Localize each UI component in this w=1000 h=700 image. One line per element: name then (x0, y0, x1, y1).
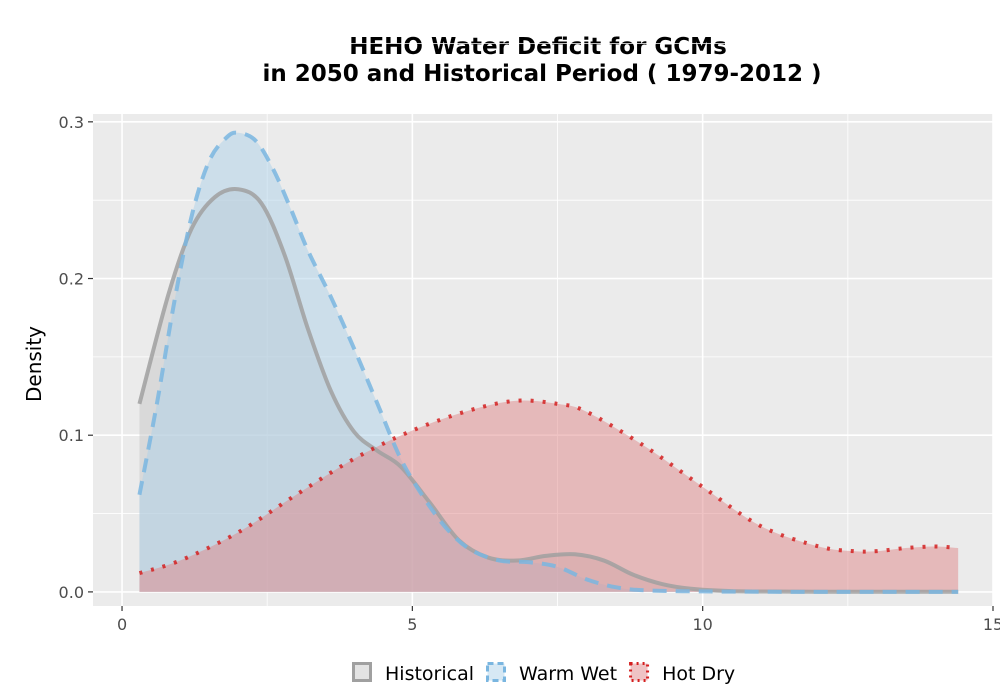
legend-key-historical (352, 662, 372, 682)
legend-key-fill-hot-dry (630, 663, 648, 681)
chart-title-line-1: HEHO Water Deficit for GCMs (349, 34, 727, 60)
x-tick-label: 0 (117, 615, 127, 634)
series-line-hot-dry (138, 398, 959, 576)
legend-label-hot-dry: Hot Dry (662, 663, 735, 685)
x-tick-label: 5 (407, 615, 417, 634)
y-tick-label: 0.3 (59, 113, 84, 132)
series-line-historical (137, 186, 959, 594)
x-tick-label: 15 (983, 615, 1000, 634)
legend-key-fill-historical (353, 663, 371, 681)
chart-title-line-2: in 2050 and Historical Period ( 1979-201… (262, 61, 821, 87)
legend: Historical Warm Wet Hot Dry (352, 662, 735, 685)
legend-label-warm-wet: Warm Wet (519, 663, 617, 685)
series-area-hot-dry (139, 400, 959, 592)
legend-key-hot-dry (629, 662, 650, 682)
y-tick-label: 0.1 (59, 426, 84, 445)
y-axis-label: Density (22, 326, 46, 402)
x-tick-label: 10 (692, 615, 712, 634)
series-line-warm-wet (137, 130, 959, 594)
y-tick-label: 0.0 (59, 583, 84, 602)
legend-label-historical: Historical (385, 663, 474, 685)
y-tick-label: 0.2 (59, 270, 84, 289)
legend-key-warm-wet (486, 662, 506, 682)
legend-key-fill-warm-wet (487, 663, 505, 681)
